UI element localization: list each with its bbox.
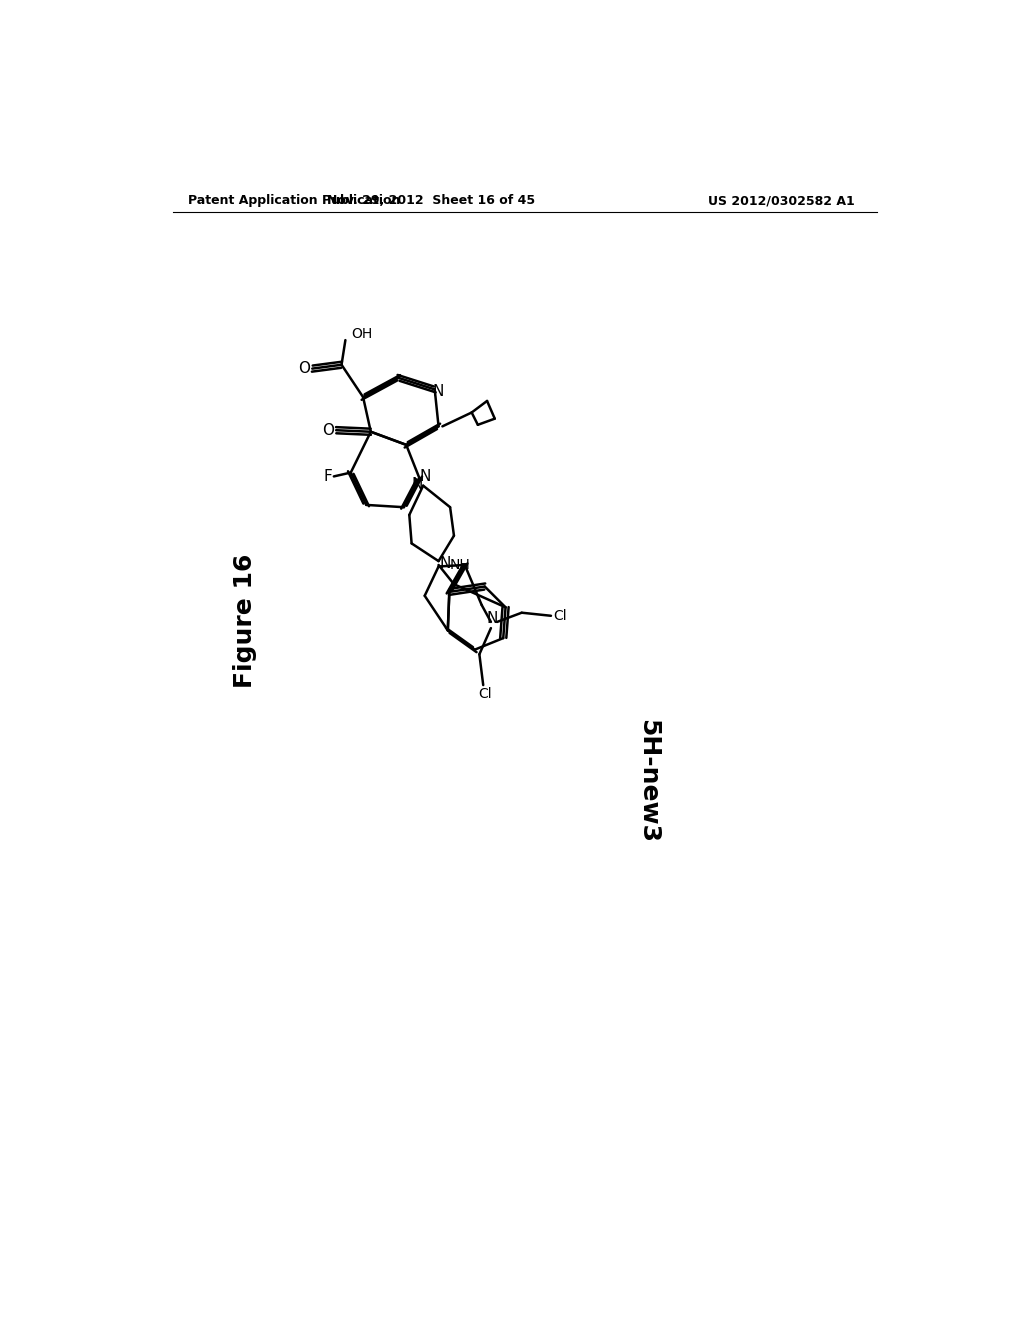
Text: US 2012/0302582 A1: US 2012/0302582 A1 (708, 194, 855, 207)
Text: Cl: Cl (478, 688, 493, 701)
Text: Nov. 29, 2012  Sheet 16 of 45: Nov. 29, 2012 Sheet 16 of 45 (327, 194, 535, 207)
Text: Cl: Cl (553, 609, 567, 623)
Text: N: N (439, 556, 451, 572)
Text: Figure 16: Figure 16 (232, 553, 257, 688)
Text: Patent Application Publication: Patent Application Publication (188, 194, 400, 207)
Text: NH: NH (450, 558, 470, 572)
Text: F: F (324, 469, 332, 484)
Text: N: N (486, 611, 498, 627)
Text: O: O (299, 362, 310, 376)
Text: N: N (420, 469, 431, 484)
Text: OH: OH (351, 327, 373, 341)
Text: N: N (412, 477, 423, 491)
Text: O: O (323, 422, 335, 438)
Text: N: N (433, 384, 444, 399)
Text: 5H-new3: 5H-new3 (636, 718, 660, 842)
